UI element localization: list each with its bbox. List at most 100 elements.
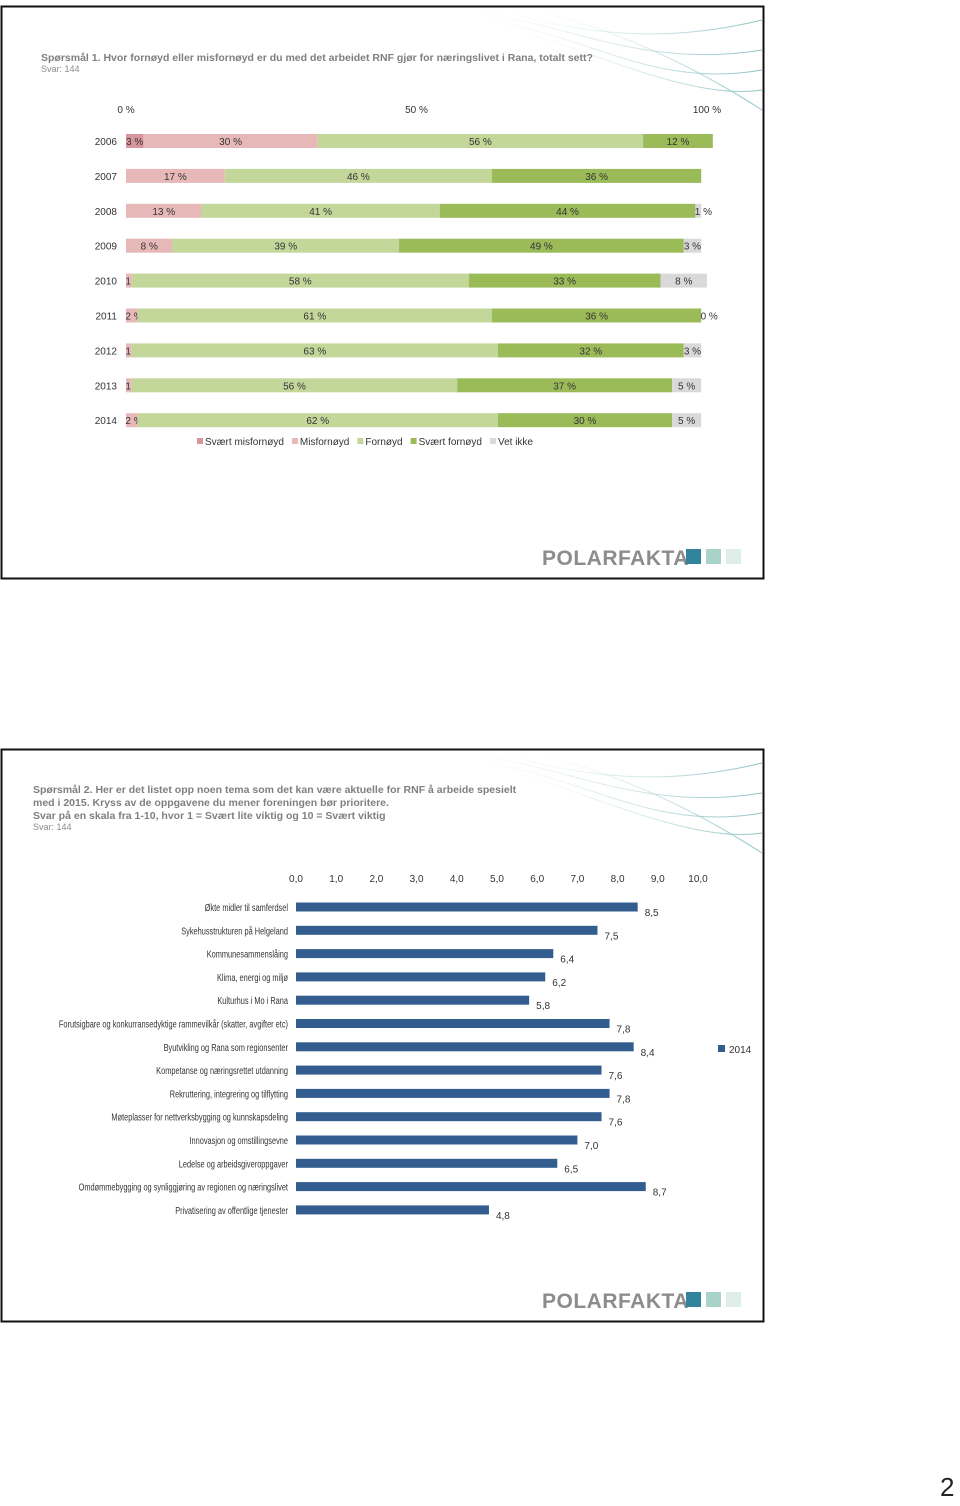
value-label: 5 % xyxy=(678,416,695,427)
bar xyxy=(126,168,225,183)
y-tick-label-group: Kompetanse og næringsrettet utdanning xyxy=(156,1065,288,1076)
legend-swatch xyxy=(357,438,364,444)
bar xyxy=(672,378,702,393)
value-label: 30 % xyxy=(574,416,597,427)
y-tick-label-group: Klima, energi og miljø xyxy=(217,972,289,983)
value-label: 12 % xyxy=(667,137,690,148)
y-tick-label: 2009 xyxy=(95,242,118,253)
value-label: 46 % xyxy=(347,172,370,183)
bar xyxy=(137,308,493,323)
y-tick-label: Møteplasser for nettverksbygging og kunn… xyxy=(111,1112,288,1123)
legend-label: Svært misfornøyd xyxy=(205,437,284,448)
y-tick-label-group: Omdømmebygging og synliggjøring av regio… xyxy=(79,1182,289,1193)
value-label: 7,5 xyxy=(605,931,619,942)
legend-swatch xyxy=(489,438,496,444)
value-label: 5 % xyxy=(678,381,695,392)
bar xyxy=(296,1158,558,1168)
bar xyxy=(201,203,440,218)
legend-swatch xyxy=(718,1045,725,1052)
bar xyxy=(695,203,702,218)
y-tick-label: Økte midler til samferdsel xyxy=(205,902,288,913)
y-tick-label: Omdømmebygging og synliggjøring av regio… xyxy=(79,1182,289,1193)
logo: POLARFAKTA xyxy=(542,1290,689,1313)
value-label: 36 % xyxy=(585,312,608,323)
y-tick-label-group: Innovasjon og omstillingsevne xyxy=(189,1135,288,1146)
y-tick-label: Klima, energi og miljø xyxy=(217,972,289,983)
y-tick-label-group: Privatisering av offentlige tjenester xyxy=(175,1205,288,1216)
y-tick-label-group: Kommunesammenslåing xyxy=(207,949,288,960)
bar xyxy=(497,343,684,358)
legend-label: Fornøyd xyxy=(365,437,402,448)
value-label: 49 % xyxy=(530,242,553,253)
x-tick-label: 6,0 xyxy=(530,874,544,885)
x-tick-label: 3,0 xyxy=(410,874,424,885)
logo-square xyxy=(686,549,701,564)
x-tick-label: 50 % xyxy=(405,105,428,116)
y-tick-label: Forutsigbare og konkurransedyktige ramme… xyxy=(59,1018,288,1029)
value-label: 56 % xyxy=(469,137,492,148)
x-tick-label: 2,0 xyxy=(369,874,383,885)
chart-title: Spørsmål 1. Hvor fornøyd eller misfornøy… xyxy=(41,52,593,64)
y-tick-label: Kulturhus i Mo i Rana xyxy=(217,995,288,1006)
legend-label: 2014 xyxy=(729,1045,752,1056)
x-tick-label: 0,0 xyxy=(289,874,303,885)
y-tick-label-group: Byutvikling og Rana som regionsenter xyxy=(164,1042,288,1053)
value-label: 2 % xyxy=(125,312,142,323)
bar xyxy=(296,1182,646,1192)
y-tick-label-group: Møteplasser for nettverksbygging og kunn… xyxy=(111,1112,288,1123)
value-label: 0 % xyxy=(701,312,718,323)
bar xyxy=(296,1042,634,1052)
bar xyxy=(296,949,554,959)
legend-swatch xyxy=(410,438,417,444)
value-label: 8 % xyxy=(141,242,158,253)
bar xyxy=(296,1088,610,1098)
bar xyxy=(296,1205,489,1215)
value-label: 3 % xyxy=(684,242,701,253)
bar xyxy=(296,902,638,912)
bar xyxy=(143,134,318,148)
value-label: 17 % xyxy=(164,172,187,183)
value-label: 8,4 xyxy=(641,1048,655,1059)
value-label: 33 % xyxy=(553,277,576,288)
value-label: 7,8 xyxy=(617,1094,631,1105)
x-tick-label: 100 % xyxy=(693,105,721,116)
legend-swatch xyxy=(197,438,203,444)
bar xyxy=(683,238,702,253)
bar xyxy=(439,203,696,218)
value-label: 3 % xyxy=(684,346,701,357)
value-label: 8 % xyxy=(675,277,692,288)
bar xyxy=(296,1135,578,1145)
bar xyxy=(224,168,493,183)
y-tick-label-group: Kulturhus i Mo i Rana xyxy=(217,995,288,1006)
panel-1: Spørsmål 1. Hvor fornøyd eller misfornøy… xyxy=(0,5,765,580)
value-label: 6,5 xyxy=(564,1164,578,1175)
x-tick-label: 5,0 xyxy=(490,874,504,885)
bar xyxy=(296,995,530,1005)
y-tick-label: Kommunesammenslåing xyxy=(207,949,288,960)
y-tick-label: 2008 xyxy=(95,207,118,218)
chart-note: Svar: 144 xyxy=(33,822,72,832)
bar xyxy=(131,343,498,358)
bar xyxy=(492,168,702,183)
y-tick-label-group: Rekruttering, integrering og tilflytting xyxy=(170,1088,288,1099)
bar xyxy=(683,343,702,358)
y-tick-label: Kompetanse og næringsrettet utdanning xyxy=(156,1065,288,1076)
bar xyxy=(126,238,173,253)
value-label: 44 % xyxy=(556,207,579,218)
value-label: 37 % xyxy=(553,381,576,392)
value-label: 8,5 xyxy=(645,908,659,919)
panel-frame xyxy=(0,748,765,1323)
legend-label: Misfornøyd xyxy=(300,437,349,448)
bar xyxy=(126,134,144,148)
decoration xyxy=(469,9,763,111)
bar xyxy=(296,972,546,982)
value-label: 13 % xyxy=(152,207,175,218)
chart-title: med i 2015. Kryss av de oppgavene du men… xyxy=(33,797,389,809)
y-tick-label: Privatisering av offentlige tjenester xyxy=(175,1205,288,1216)
legend-label: Vet ikke xyxy=(498,437,533,448)
bar xyxy=(468,273,661,288)
bar xyxy=(296,1065,602,1075)
value-label: 63 % xyxy=(303,346,326,357)
y-tick-label-group: Forutsigbare og konkurransedyktige ramme… xyxy=(59,1018,288,1029)
